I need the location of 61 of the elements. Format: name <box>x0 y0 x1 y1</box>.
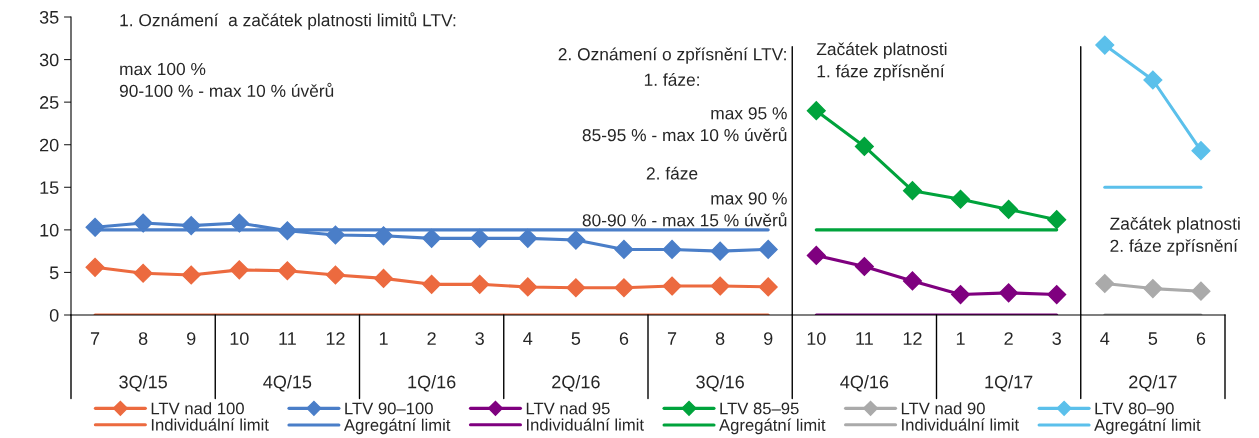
y-tick-label: 25 <box>40 96 59 109</box>
x-tick-label: 8 <box>138 332 148 345</box>
annotation: Začátek platnosti 1. fáze zpřísnění <box>816 42 947 81</box>
x-tick-label: 7 <box>90 332 100 345</box>
text: 1Q/16 <box>408 375 456 392</box>
y-tick-label: 35 <box>39 10 59 24</box>
text: 4Q/16 <box>840 375 889 392</box>
text: 2Q/17 <box>1129 375 1177 392</box>
y-tick-label: 10 <box>40 223 59 237</box>
text: 1Q/17 <box>985 375 1033 392</box>
y-tick-label: 5 <box>49 266 59 280</box>
legend-label: LTV nad 90 <box>901 402 985 415</box>
x-tick-label: 11 <box>279 332 296 345</box>
x-tick-label: 12 <box>903 332 922 345</box>
x-tick-label: 9 <box>187 332 196 345</box>
legend-label: Individuální limit <box>151 418 269 431</box>
annotation: 1. fáze: <box>644 72 699 86</box>
x-tick-label: 2 <box>1004 332 1013 345</box>
text: 3Q/15 <box>119 375 167 392</box>
x-tick-label: 2 <box>427 332 436 345</box>
annotation: Začátek platnosti 2. fáze zpřísnění <box>1110 216 1240 256</box>
legend-label: Individuální limit <box>902 418 1019 431</box>
x-tick-label: 11 <box>856 332 873 345</box>
legend-label: LTV 85–95 <box>720 402 799 415</box>
legend-label: LTV 90–100 <box>345 402 433 415</box>
annotation: 2. fáze <box>646 166 698 180</box>
x-tick-label: 5 <box>1148 332 1158 345</box>
y-tick-label: 30 <box>39 53 59 67</box>
x-tick-label: 3 <box>1052 332 1061 345</box>
x-tick-label: 4 <box>1100 332 1110 345</box>
x-tick-label: 9 <box>764 332 773 345</box>
x-tick-label: 1 <box>956 332 965 345</box>
x-tick-label: 10 <box>230 332 249 345</box>
x-tick-label: 4 <box>523 332 533 345</box>
y-tick-label: 15 <box>40 181 59 195</box>
legend-label: Agregátní limit <box>343 418 451 435</box>
x-tick-label: 6 <box>619 332 629 345</box>
legend-label: Individuální limit <box>527 418 644 431</box>
y-tick-label: 20 <box>40 138 59 152</box>
x-tick-label: 1 <box>379 332 388 345</box>
x-tick-label: 3 <box>475 332 484 345</box>
annotation: 1. Oznámení a začátek platnosti limitů LTV: <box>120 12 456 30</box>
legend-label: Agregátní limit <box>719 418 826 435</box>
x-tick-label: 10 <box>807 332 826 345</box>
y-tick-label: 0 <box>49 308 59 322</box>
x-tick-label: 12 <box>326 332 345 345</box>
legend-label: LTV nad 95 <box>526 402 610 415</box>
x-tick-label: 8 <box>715 332 725 345</box>
legend-label: LTV 80–90 <box>1095 402 1174 415</box>
annotation: max 90 % 80-90 % - max 15 % úvěrů <box>582 192 787 227</box>
annotation: max 95 % 85-95 % - max 10 % úvěrů <box>582 107 787 142</box>
x-tick-label: 7 <box>667 332 677 345</box>
text: 2Q/16 <box>552 375 600 392</box>
text: 3Q/16 <box>696 375 744 392</box>
annotation: 2. Oznámení o zpřísnění LTV: <box>558 47 786 64</box>
legend-label: LTV nad 100 <box>151 402 244 415</box>
text: 4Q/15 <box>263 375 312 392</box>
annotation: max 100 % 90-100 % - max 10 % úvěrů <box>119 62 334 98</box>
x-tick-label: 6 <box>1196 332 1206 345</box>
x-tick-label: 5 <box>571 332 581 345</box>
legend-label: Agregátní limit <box>1094 418 1201 435</box>
